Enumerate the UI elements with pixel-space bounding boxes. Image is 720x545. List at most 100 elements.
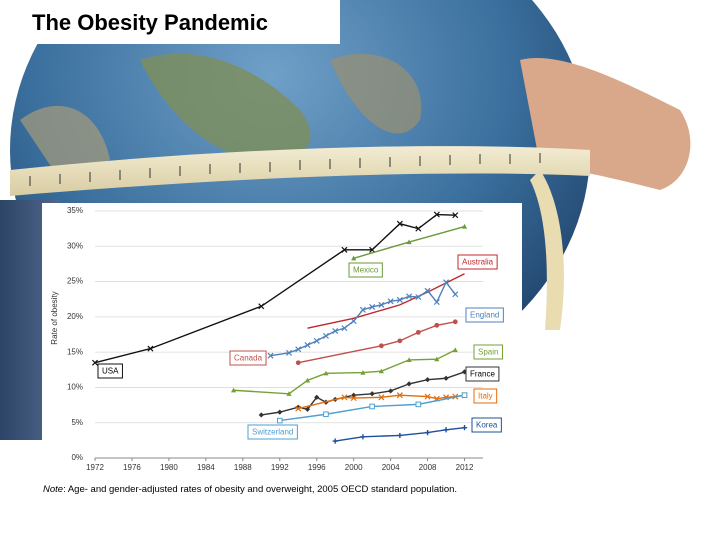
x-tick-label: 1976 (123, 463, 141, 472)
point (415, 225, 422, 232)
point (91, 359, 99, 366)
x-tick-label: 2004 (382, 463, 400, 472)
series-name: Australia (462, 258, 494, 267)
point (443, 375, 449, 381)
label-box (473, 344, 503, 360)
x-tick-label: 2008 (419, 463, 437, 472)
series-line (298, 394, 465, 410)
point (406, 381, 412, 387)
point (415, 329, 421, 335)
point (424, 393, 431, 400)
point (295, 405, 302, 412)
point (304, 377, 311, 383)
note-label: Note (43, 484, 63, 495)
series-line (307, 273, 465, 329)
point (351, 392, 357, 398)
series-label: Australia (457, 254, 498, 270)
point (369, 391, 375, 397)
x-tick-label: 1984 (197, 463, 215, 472)
point (415, 401, 422, 408)
point (323, 411, 329, 418)
series-label: Spain (473, 344, 503, 360)
series-name: Korea (476, 421, 498, 430)
point (350, 318, 357, 325)
point (434, 356, 440, 362)
slide-title: The Obesity Pandemic (32, 10, 268, 35)
series-label: Mexico (348, 262, 383, 278)
point (388, 388, 394, 394)
point (396, 220, 403, 227)
chart-panel (42, 203, 522, 495)
series-name: Mexico (353, 266, 379, 275)
point (360, 370, 366, 375)
point (295, 360, 301, 366)
x-tick-label: 1980 (160, 463, 178, 472)
point (434, 322, 440, 328)
point (424, 377, 431, 383)
point (258, 303, 265, 310)
label-box (348, 262, 383, 278)
series-name: Italy (478, 392, 493, 401)
y-tick-label: 35% (67, 206, 83, 215)
point (286, 391, 292, 396)
series-label: Italy (473, 388, 498, 404)
y-tick-label: 5% (71, 418, 83, 427)
label-box (97, 363, 123, 379)
point (424, 429, 431, 436)
point (452, 347, 458, 353)
point (314, 394, 320, 400)
x-tick-label: 2012 (456, 463, 474, 472)
point (397, 338, 403, 344)
y-axis-label: Rate of obesity (50, 291, 59, 344)
point (424, 287, 431, 294)
point (285, 349, 293, 356)
point (295, 346, 302, 353)
point (350, 394, 357, 402)
point (277, 409, 283, 415)
series-label: Canada (229, 350, 267, 366)
point (258, 412, 264, 418)
point (322, 332, 329, 339)
series-name: Spain (478, 348, 498, 357)
point (452, 291, 459, 298)
label-box (471, 417, 502, 433)
y-tick-label: 25% (67, 277, 83, 286)
point (341, 246, 348, 253)
point (341, 325, 348, 332)
point (351, 255, 357, 261)
label-box (465, 366, 500, 382)
series-name: France (470, 370, 495, 379)
point (415, 294, 422, 301)
point (304, 342, 311, 349)
series-label: USA (97, 363, 123, 379)
point (461, 392, 468, 398)
point (452, 319, 458, 325)
series-line (298, 321, 456, 364)
note: Note: Age- and gender-adjusted rates of … (43, 484, 457, 495)
point (332, 327, 339, 334)
series-label: France (465, 366, 500, 382)
point (461, 425, 468, 431)
point (369, 403, 375, 410)
point (359, 306, 366, 313)
y-tick-label: 10% (67, 383, 83, 392)
point (443, 427, 449, 433)
series-label: Switzerland (247, 424, 298, 440)
label-box (465, 307, 504, 323)
point (452, 212, 459, 219)
label-box (247, 424, 298, 440)
point (443, 279, 450, 286)
point (397, 432, 403, 439)
point (387, 298, 394, 305)
series-line (335, 426, 465, 442)
point (406, 239, 412, 245)
x-tick-label: 1972 (86, 463, 104, 472)
y-tick-label: 15% (67, 347, 83, 356)
point (332, 438, 338, 444)
series-label: Korea (471, 417, 502, 433)
point (369, 246, 376, 253)
y-tick-label: 30% (67, 241, 83, 250)
point (461, 223, 468, 229)
point (276, 417, 283, 424)
